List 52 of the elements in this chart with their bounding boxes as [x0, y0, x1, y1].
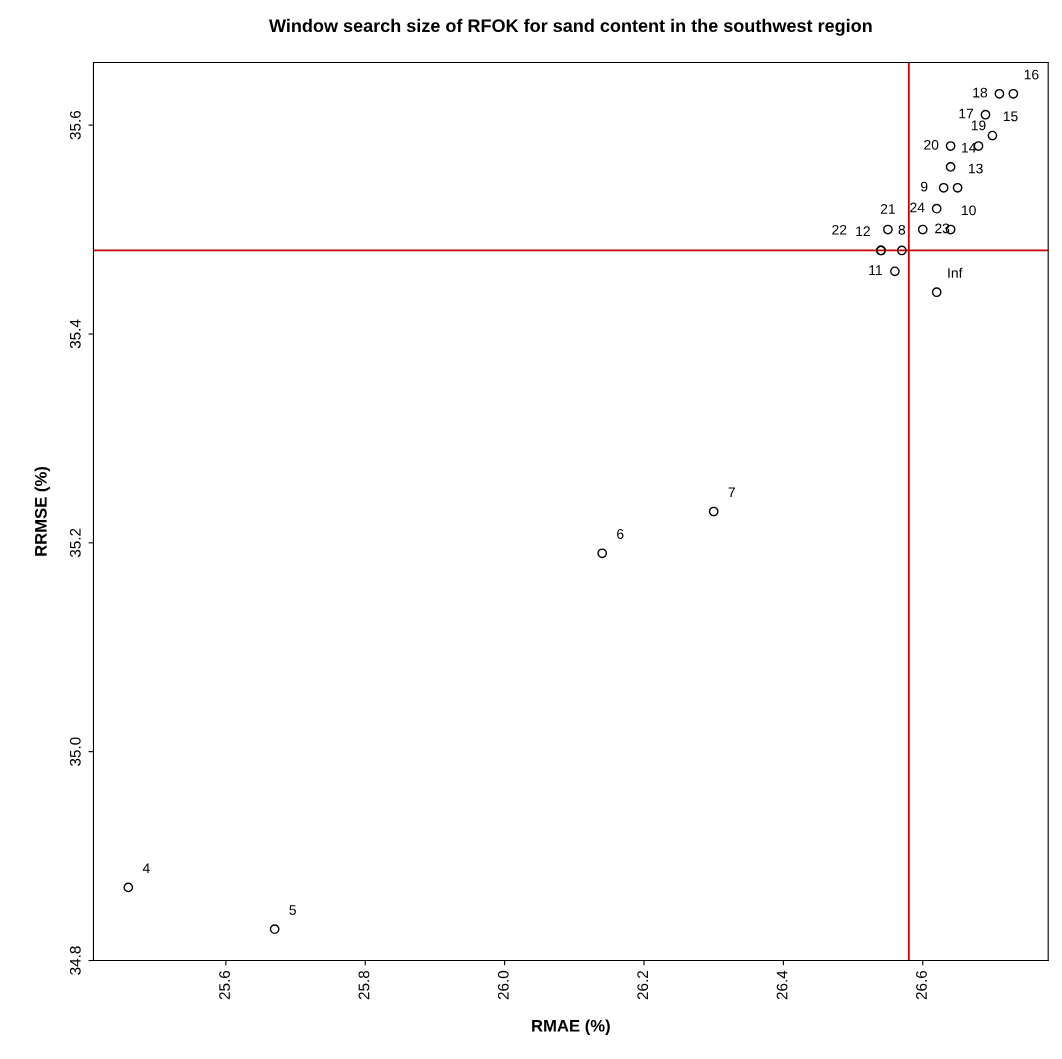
annotation: 20 [924, 139, 939, 150]
point [931, 203, 942, 214]
x-axis-title: RMAE (%) [532, 1019, 610, 1035]
annotation: 11 [869, 265, 882, 275]
annotation: 13 [968, 163, 983, 174]
annotation: 4 [142, 863, 150, 873]
annotation: 18 [973, 87, 988, 98]
annotation: 7 [728, 487, 735, 498]
point [931, 287, 942, 298]
annotation: 10 [962, 205, 976, 216]
x-tick-label: 25.6 [219, 970, 230, 1000]
y-tick-label: 34.8 [69, 946, 81, 975]
chart-title: Window search size of RFOK for sand content in the southwest region [268, 18, 872, 36]
annotation: 5 [289, 905, 296, 915]
point [945, 141, 956, 151]
x-tick-label: 26.4 [776, 970, 788, 1000]
point [896, 245, 907, 256]
y-axis-title: RRMSE (%) [34, 466, 51, 556]
annotation: 9 [921, 181, 928, 192]
x-tick-label: 26.2 [637, 971, 649, 1000]
annotation: 12 [856, 226, 870, 236]
point [938, 182, 949, 193]
x-tick-label: 25.8 [358, 970, 370, 1000]
annotation: 15 [1003, 111, 1018, 122]
x-tick-label: 26.0 [497, 970, 509, 1000]
point [917, 224, 928, 235]
annotation: 21 [880, 204, 895, 214]
annotation: 8 [898, 224, 906, 235]
point [883, 224, 893, 235]
annotation: 17 [959, 108, 974, 119]
y-tick-label: 35.0 [69, 737, 81, 766]
y-tick-label: 35.2 [69, 528, 81, 558]
point [987, 130, 998, 141]
y-tick-label: 35.4 [69, 319, 81, 349]
annotation: 6 [617, 529, 624, 539]
annotation: 16 [1024, 69, 1039, 80]
x-tick-label: 26.6 [916, 970, 927, 1000]
annotation: 19 [971, 120, 986, 131]
point [945, 162, 956, 172]
annotation: 22 [832, 224, 847, 235]
point [123, 882, 134, 893]
point [597, 548, 608, 559]
point [1008, 88, 1019, 99]
point [980, 109, 991, 120]
point [269, 924, 280, 935]
point [994, 88, 1005, 99]
annotation: 24 [910, 202, 925, 213]
y-tick-label: 35.6 [69, 110, 81, 140]
point [890, 266, 900, 277]
point [952, 182, 963, 193]
point [708, 506, 719, 517]
annotation: Inf [948, 267, 963, 278]
